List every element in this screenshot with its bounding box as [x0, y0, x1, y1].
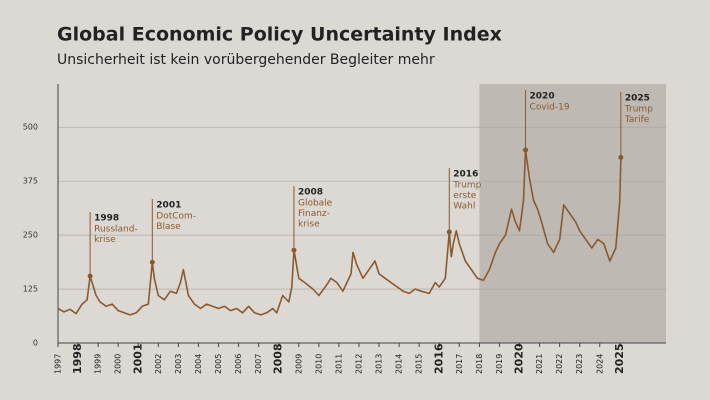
annotation-dot — [523, 147, 529, 153]
chart-title: Global Economic Policy Uncertainty Index — [57, 24, 502, 46]
annotation-dot — [149, 259, 155, 265]
x-tick-label: 2010 — [314, 354, 323, 374]
annotation-year: 1998 — [94, 214, 119, 224]
y-tick-label: 0 — [33, 339, 38, 348]
x-tick-label: 1997 — [54, 354, 63, 374]
x-tick-label: 2000 — [114, 354, 123, 374]
x-tick-label: 2018 — [475, 354, 484, 374]
y-tick-label: 375 — [23, 177, 38, 186]
annotation-year: 2025 — [625, 94, 650, 104]
data-line — [57, 149, 622, 316]
x-tick-label: 2013 — [375, 354, 384, 374]
annotation-text: Trump — [452, 181, 481, 191]
chart-subtitle: Unsicherheit ist kein vorübergehender Be… — [57, 52, 435, 68]
x-tick-label: 2020 — [513, 343, 526, 374]
annotation-year: 2008 — [298, 188, 323, 198]
x-tick-label: 2015 — [415, 354, 424, 374]
annotation-text: Covid-19 — [530, 103, 570, 113]
annotation-text: Globale — [298, 199, 333, 209]
annotation-dot — [446, 229, 452, 235]
annotation-year: 2001 — [156, 201, 181, 211]
y-tick-label: 500 — [23, 123, 38, 132]
annotation-dot — [618, 154, 624, 160]
x-tick-label: 2007 — [254, 354, 263, 374]
annotation-text: erste — [453, 191, 476, 201]
x-tick-label: 2008 — [272, 343, 285, 374]
y-tick-label: 125 — [23, 285, 38, 294]
x-tick-label: 2004 — [194, 354, 203, 374]
annotation-text: Tarife — [624, 115, 650, 125]
annotation-text: Wahl — [453, 202, 475, 212]
annotation-year: 2020 — [530, 92, 555, 102]
x-tick-label: 1998 — [71, 343, 84, 374]
x-tick-label: 2017 — [455, 354, 464, 374]
x-tick-label: 1999 — [94, 354, 103, 374]
x-tick-label: 2023 — [575, 354, 584, 374]
annotation-dot — [291, 247, 297, 253]
x-tick-label: 2024 — [595, 354, 604, 374]
x-tick-label: 2006 — [234, 354, 243, 374]
annotation-text: DotCom- — [156, 212, 196, 222]
x-tick-label: 2011 — [334, 354, 343, 374]
annotation-text: Finanz- — [298, 209, 330, 219]
annotation-year: 2016 — [453, 170, 478, 180]
x-tick-label: 2012 — [354, 354, 363, 374]
x-tick-label: 2021 — [535, 354, 544, 374]
annotation-dot — [87, 273, 93, 279]
annotation-text: Blase — [156, 222, 181, 232]
x-tick-label: 2001 — [131, 343, 144, 374]
x-tick-label: 2025 — [613, 343, 626, 374]
x-tick-label: 2002 — [154, 354, 163, 374]
annotation-text: Trump — [624, 105, 653, 115]
x-tick-label: 2022 — [555, 354, 564, 374]
x-tick-label: 2003 — [174, 354, 183, 374]
x-tick-label: 2009 — [294, 354, 303, 374]
x-tick-label: 2014 — [395, 354, 404, 374]
annotation-text: krise — [94, 235, 116, 245]
annotation-text: krise — [298, 220, 320, 230]
y-tick-label: 250 — [23, 231, 38, 240]
annotation-text: Russland- — [94, 225, 138, 235]
x-tick-label: 2019 — [495, 354, 504, 374]
x-tick-label: 2005 — [214, 354, 223, 374]
x-tick-label: 2016 — [432, 343, 445, 374]
